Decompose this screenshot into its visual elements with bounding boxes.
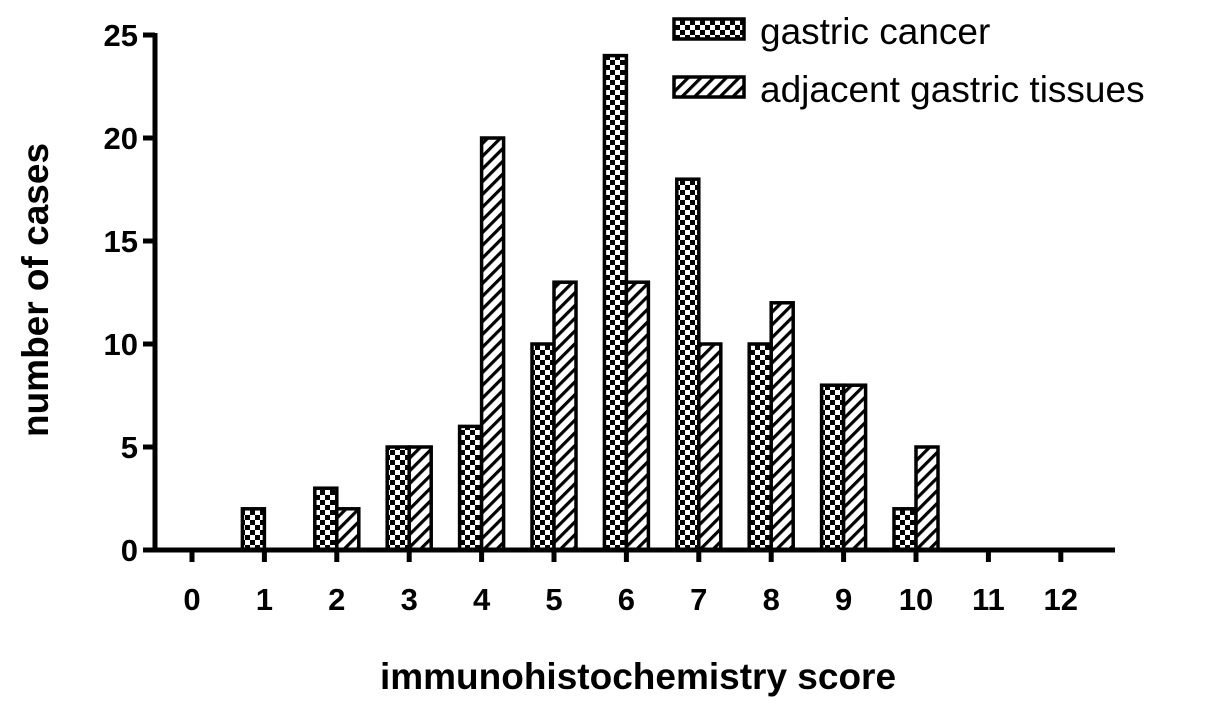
legend-swatch-gastric-cancer [672,17,746,41]
y-tick-label-25: 25 [104,18,138,53]
y-axis-title: number of cases [15,143,56,437]
x-tick-label-5: 5 [545,582,562,617]
bar-adjacent-gastric-tissues-7 [697,342,723,552]
x-tick-label-6: 6 [618,582,635,617]
bars-layer [240,53,940,552]
bar-gastric-cancer-10 [892,507,918,552]
y-tick-label-0: 0 [121,533,138,568]
bar-gastric-cancer-3 [385,445,411,552]
x-tick-label-7: 7 [690,582,707,617]
bar-adjacent-gastric-tissues-3 [407,445,433,552]
x-tick-label-8: 8 [763,582,780,617]
y-tick-label-15: 15 [104,224,138,259]
x-tick-label-0: 0 [183,582,200,617]
x-tick-label-12: 12 [1044,582,1078,617]
y-tick-label-20: 20 [104,121,138,156]
legend-swatch-adjacent-gastric-tissues [672,75,746,99]
bar-gastric-cancer-5 [530,342,556,552]
bar-adjacent-gastric-tissues-5 [552,280,578,552]
bar-adjacent-gastric-tissues-2 [335,507,361,552]
x-tick-label-9: 9 [835,582,852,617]
bar-adjacent-gastric-tissues-6 [624,280,651,552]
bar-gastric-cancer-1 [240,507,267,552]
y-tick-label-5: 5 [121,430,138,465]
legend-label-adjacent-gastric-tissues: adjacent gastric tissues [760,69,1145,110]
x-tick-label-3: 3 [401,582,418,617]
x-tick-label-4: 4 [473,582,491,617]
y-tick-label-10: 10 [104,327,138,362]
bar-gastric-cancer-8 [747,342,773,552]
x-tick-label-10: 10 [899,582,933,617]
bar-adjacent-gastric-tissues-10 [914,445,940,552]
bar-gastric-cancer-2 [313,486,339,552]
bar-gastric-cancer-6 [602,53,629,552]
x-tick-label-1: 1 [256,582,273,617]
bar-gastric-cancer-9 [819,383,846,552]
x-tick-label-11: 11 [972,582,1005,617]
x-axis-title: immunohistochemistry score [380,656,896,697]
bar-gastric-cancer-7 [675,177,701,552]
legend: gastric cancer adjacent gastric tissues [672,11,1145,110]
legend-label-gastric-cancer: gastric cancer [760,11,990,52]
bar-adjacent-gastric-tissues-9 [841,383,868,552]
bar-adjacent-gastric-tissues-4 [479,136,506,552]
bar-adjacent-gastric-tissues-8 [769,301,795,552]
x-tick-label-2: 2 [328,582,345,617]
bar-gastric-cancer-4 [457,424,484,552]
